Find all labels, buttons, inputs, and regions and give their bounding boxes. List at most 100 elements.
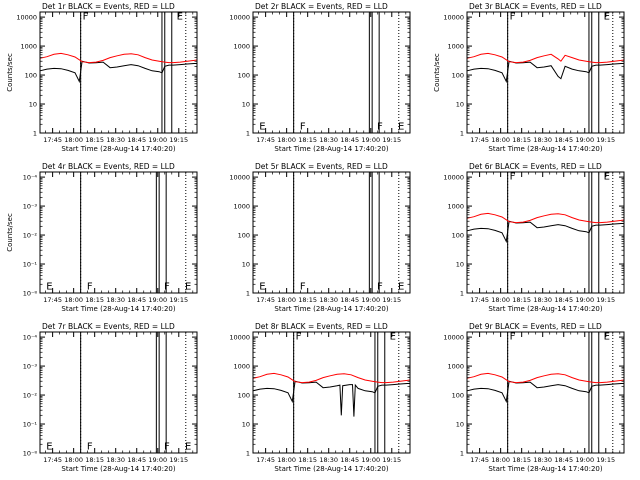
panel-det-7: Det 7r BLACK = Events, RED = LLD 10⁻⁸ 10⁻¹… — [23, 322, 198, 473]
flag-e-label: E — [185, 442, 191, 453]
panel-title: Det 6r BLACK = Events, RED = LLD — [469, 162, 602, 171]
series-line-events — [466, 220, 624, 244]
x-tick-label: 18:45 — [340, 136, 359, 144]
x-tick-label: 18:30 — [106, 456, 125, 464]
panel-title: Det 8r BLACK = Events, RED = LLD — [255, 322, 388, 331]
y-tick-label: 100 — [238, 232, 250, 240]
flag-e-label: E — [604, 11, 610, 22]
x-tick-label: 19:00 — [148, 136, 167, 144]
y-tick-label: 1 — [460, 450, 464, 458]
x-tick-label: 18:30 — [319, 456, 338, 464]
x-tick-label: 18:00 — [277, 296, 296, 304]
y-axis-label: Counts/sec — [433, 53, 441, 92]
x-tick-label: 17:45 — [256, 296, 275, 304]
x-tick-label: 18:00 — [277, 456, 296, 464]
y-tick-label: 10000 — [229, 174, 250, 182]
x-tick-label: 18:00 — [491, 456, 510, 464]
x-tick-label: 19:00 — [361, 456, 380, 464]
y-tick-label: 10⁻² — [23, 392, 38, 400]
panel-title: Det 7r BLACK = Events, RED = LLD — [42, 322, 175, 331]
flag-e-label: E — [604, 171, 610, 182]
x-tick-label: 18:15 — [298, 136, 317, 144]
plot-frame — [466, 331, 625, 454]
x-tick-label: 19:15 — [382, 456, 401, 464]
panel-det-5: Det 5r BLACK = Events, RED = LLD 1 10 100 10… — [229, 162, 411, 313]
x-tick-label: 18:45 — [554, 296, 573, 304]
y-tick-label: 10 — [456, 421, 464, 429]
y-tick-label: 10000 — [229, 334, 250, 342]
plot-frame — [39, 11, 198, 134]
y-tick-label: 1 — [246, 450, 250, 458]
flag-f-label: F — [510, 11, 516, 22]
x-tick-label: 18:30 — [533, 456, 552, 464]
x-tick-label: 17:45 — [470, 136, 489, 144]
panel-title: Det 4r BLACK = Events, RED = LLD — [42, 162, 175, 171]
x-axis-label: Start Time (28-Aug-14 17:40:20) — [61, 305, 175, 313]
x-axis-label: Start Time (28-Aug-14 17:40:20) — [61, 145, 175, 153]
flag-e-label: E — [398, 122, 404, 133]
x-tick-label: 18:30 — [106, 136, 125, 144]
y-tick-label: 10000 — [16, 14, 37, 22]
x-tick-label: 18:30 — [319, 136, 338, 144]
panel-det-3: Det 3r BLACK = Events, RED = LLD 1 10 100 10… — [433, 2, 625, 153]
y-tick-label: 1000 — [233, 203, 250, 211]
flag-f-label: F — [377, 122, 383, 133]
x-tick-label: 19:15 — [596, 296, 615, 304]
y-tick-label: 1 — [460, 290, 464, 298]
series-line-events — [466, 60, 624, 84]
y-tick-label: 10000 — [443, 334, 464, 342]
x-tick-label: 18:45 — [127, 456, 146, 464]
y-tick-label: 10 — [242, 261, 250, 269]
x-axis-label: Start Time (28-Aug-14 17:40:20) — [61, 465, 175, 473]
flag-f-label: F — [164, 442, 170, 453]
x-tick-label: 19:15 — [382, 136, 401, 144]
panel-title: Det 5r BLACK = Events, RED = LLD — [255, 162, 388, 171]
plot-frame — [252, 331, 411, 454]
y-tick-label: 10⁻¹ — [23, 421, 38, 429]
y-tick-label: 10⁻⁸ — [23, 290, 38, 298]
x-tick-label: 18:15 — [298, 296, 317, 304]
x-tick-label: 18:30 — [319, 296, 338, 304]
plot-frame — [252, 11, 411, 134]
x-tick-label: 18:45 — [127, 136, 146, 144]
series-line-events — [466, 380, 624, 404]
y-tick-label: 1000 — [233, 363, 250, 371]
x-tick-label: 19:00 — [575, 456, 594, 464]
flag-f-label: F — [83, 11, 89, 22]
x-tick-label: 17:45 — [470, 456, 489, 464]
flag-e-label: E — [177, 11, 183, 22]
series-line-lld — [466, 52, 625, 64]
panel-det-9: Det 9r BLACK = Events, RED = LLD 1 10 100 10… — [443, 322, 625, 473]
x-tick-label: 18:15 — [298, 456, 317, 464]
y-tick-label: 100 — [452, 232, 464, 240]
y-tick-label: 10 — [29, 101, 37, 109]
y-tick-label: 100 — [238, 392, 250, 400]
y-tick-label: 1 — [246, 290, 250, 298]
y-tick-label: 10000 — [229, 14, 250, 22]
panel-det-4: Det 4r BLACK = Events, RED = LLD 10⁻⁸ 10⁻¹… — [6, 162, 198, 313]
x-tick-label: 18:45 — [554, 456, 573, 464]
y-tick-label: 100 — [25, 72, 37, 80]
flag-e-label: E — [259, 282, 265, 293]
x-tick-label: 17:45 — [256, 456, 275, 464]
x-tick-label: 18:15 — [85, 456, 104, 464]
y-tick-label: 100 — [452, 72, 464, 80]
y-axis-label: Counts/sec — [6, 53, 14, 92]
y-tick-label: 10 — [242, 421, 250, 429]
x-tick-label: 19:15 — [169, 296, 188, 304]
x-tick-label: 17:45 — [256, 136, 275, 144]
y-tick-label: 1000 — [447, 203, 464, 211]
x-tick-label: 19:00 — [575, 296, 594, 304]
flag-f-label: F — [510, 331, 516, 342]
x-axis-label: Start Time (28-Aug-14 17:40:20) — [274, 465, 388, 473]
y-tick-label: 10000 — [443, 174, 464, 182]
x-axis-label: Start Time (28-Aug-14 17:40:20) — [488, 465, 602, 473]
y-tick-label: 10⁻⁴ — [23, 174, 38, 182]
y-tick-label: 1000 — [447, 363, 464, 371]
panel-title: Det 9r BLACK = Events, RED = LLD — [469, 322, 602, 331]
x-tick-label: 17:45 — [43, 296, 62, 304]
x-tick-label: 18:00 — [277, 136, 296, 144]
series-line-events — [252, 380, 410, 417]
flag-f-label: F — [87, 442, 93, 453]
